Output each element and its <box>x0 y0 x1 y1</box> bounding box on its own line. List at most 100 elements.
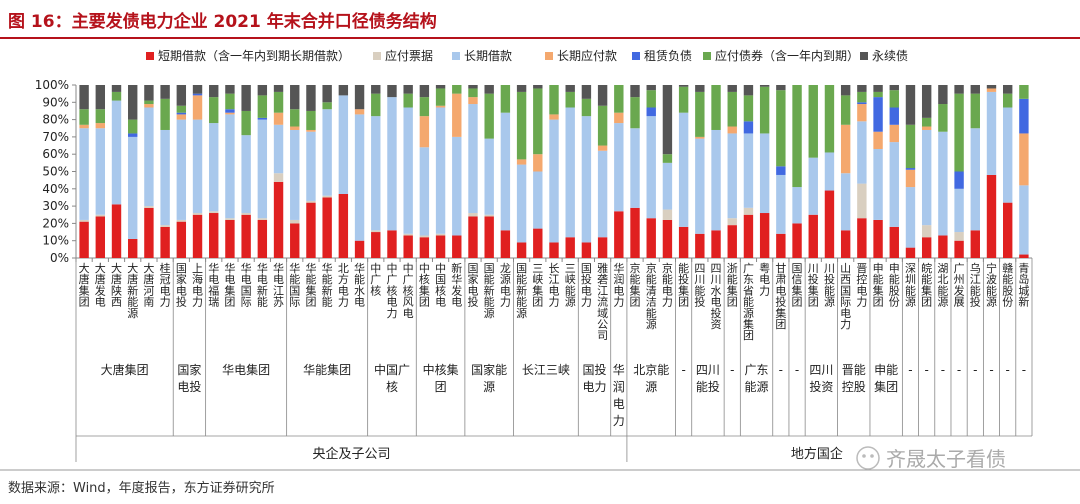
x-axis-labels: 大唐集团大唐发电大唐陕西大唐新能源大唐河南桂冠电力国家电投上海电力华电福瑞华电集… <box>75 258 1029 342</box>
group-label: 长江三峡 <box>522 363 570 377</box>
x-tick-label: 能投集团 <box>678 261 689 309</box>
bar-segment <box>678 86 689 113</box>
x-tick-label: 湖北能源 <box>937 262 948 309</box>
bar-segment <box>889 142 899 227</box>
bar-segment <box>516 159 527 165</box>
bar-segment <box>403 233 413 236</box>
bar-segment <box>711 230 721 258</box>
bar-segment <box>225 93 235 110</box>
bar-segment <box>954 85 964 94</box>
bar-segment <box>549 85 559 115</box>
group-label: 中核集团 <box>423 362 459 394</box>
group-label: - <box>908 363 912 377</box>
group-label: 大唐集团 <box>101 362 149 377</box>
bar-segment <box>290 129 300 220</box>
x-tick-label: 深圳能源 <box>905 262 916 309</box>
bar-segment <box>824 85 835 153</box>
bar-segment <box>79 124 89 129</box>
bar-segment <box>468 85 478 89</box>
legend-label: 长期应付款 <box>557 48 617 63</box>
bar-segment <box>241 110 251 136</box>
legend-swatch <box>146 52 154 60</box>
bar-segment <box>662 162 673 210</box>
group-label: 北京能源 <box>633 363 669 394</box>
bar-segment <box>371 232 381 258</box>
y-axis: 0% 10% 20% 30% 40% 50% 60% 70% 80% 90% 100% <box>35 78 1032 265</box>
bar-segment <box>111 100 122 205</box>
bar-segment <box>306 110 316 130</box>
bar-segment <box>371 93 381 117</box>
bar-segment <box>581 116 592 243</box>
legend-swatch <box>452 52 460 60</box>
x-tick-label: 中核集团 <box>419 262 430 309</box>
bar-segment <box>354 109 365 115</box>
bar-segment <box>160 225 170 227</box>
bar-segment <box>306 200 316 203</box>
x-tick-label: 国能新能源 <box>484 262 495 320</box>
bar-segment <box>435 235 446 258</box>
bar-segment <box>695 136 705 139</box>
bar-segment <box>257 218 268 220</box>
x-tick-label: 粤电力 <box>759 261 770 297</box>
bar-segment <box>597 237 608 258</box>
bar-segment <box>873 91 883 98</box>
bar-segment <box>792 223 802 258</box>
bar-segment <box>921 85 932 118</box>
y-tick-label: 70% <box>42 130 69 144</box>
bar-segment <box>160 129 170 226</box>
supergroup-label: 央企及子公司 <box>312 446 390 462</box>
bar-segment <box>646 116 656 219</box>
bar-segment <box>128 136 138 239</box>
bar-segment <box>840 85 851 96</box>
bar-segment <box>857 85 867 92</box>
bar-segment <box>160 98 170 130</box>
bar-segment <box>290 109 300 127</box>
bar-segment <box>581 85 592 99</box>
bar-segment <box>144 104 154 108</box>
x-tick-label: 华电江苏 <box>273 261 284 309</box>
bar-segment <box>273 124 284 174</box>
group-label: 华能集团 <box>303 362 351 377</box>
bar-segment <box>516 91 527 160</box>
bar-segment <box>290 126 300 130</box>
x-tick-label: 青岛城新 <box>1018 262 1029 309</box>
bar-segment <box>322 102 332 110</box>
legend-swatch <box>703 52 711 60</box>
bar-segment <box>873 97 883 132</box>
bar-segment <box>241 85 251 111</box>
bar-segment <box>727 218 737 226</box>
bar-segment <box>986 88 997 92</box>
bar-segment <box>79 221 89 258</box>
bar-segment <box>241 213 251 215</box>
bar-stacks <box>79 85 1029 258</box>
bar-segment <box>354 240 365 258</box>
x-tick-label: 申能股份 <box>889 262 900 309</box>
bar-segment <box>419 116 430 148</box>
legend-swatch <box>632 52 640 60</box>
bar-segment <box>273 85 284 92</box>
bar-segment <box>889 124 899 143</box>
bar-segment <box>565 85 575 92</box>
bar-segment <box>776 166 786 175</box>
x-tick-label: 华电新能 <box>257 261 268 309</box>
bar-segment <box>873 219 883 258</box>
bar-segment <box>484 214 494 217</box>
bar-segment <box>727 133 737 219</box>
bar-segment <box>857 102 867 105</box>
supergroup-label: 地方国企 <box>791 446 843 462</box>
bar-segment <box>209 211 219 214</box>
x-tick-label: 中广核电力 <box>386 262 397 320</box>
bar-segment <box>435 107 446 234</box>
bar-segment <box>452 235 462 258</box>
bar-segment <box>403 93 413 108</box>
bar-segment <box>743 121 754 134</box>
bar-segment <box>452 85 462 94</box>
bar-segment <box>873 149 883 220</box>
bar-segment <box>921 237 932 258</box>
source-note: 数据来源：Wind，年度报告，东方证券研究所 <box>8 480 275 496</box>
bar-segment <box>468 88 478 98</box>
bar-segment <box>808 157 818 215</box>
group-label: 申能集团 <box>874 363 898 394</box>
bar-segment <box>257 117 268 120</box>
group-label: 国投电力 <box>583 362 607 394</box>
